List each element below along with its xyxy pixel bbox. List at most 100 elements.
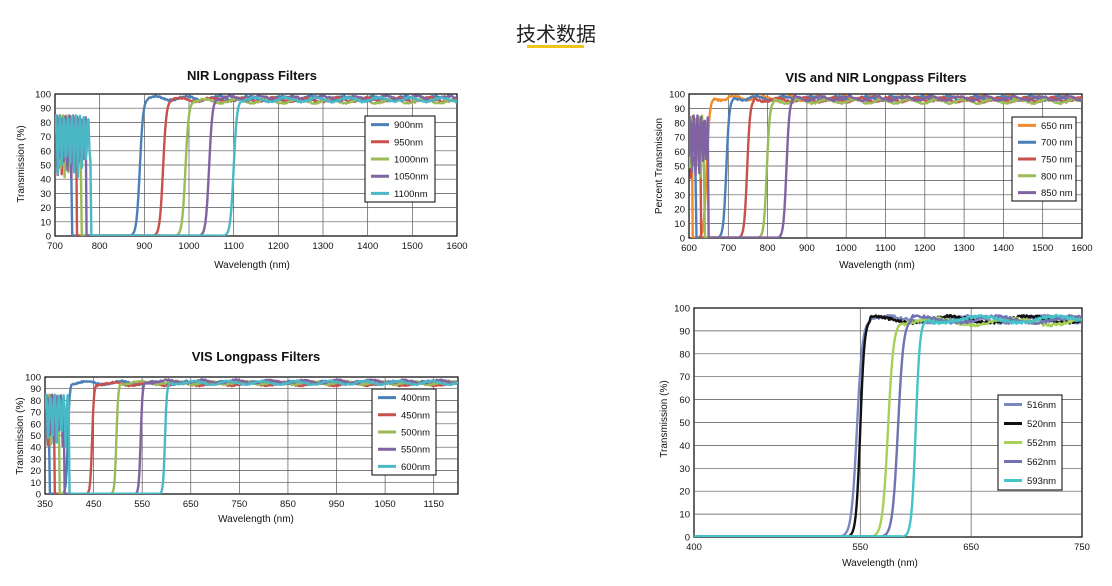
y-tick-label: 0 [680, 234, 685, 245]
y-tick-label: 0 [685, 533, 690, 544]
y-axis-label: Transmission (%) [15, 397, 26, 474]
y-tick-label: 50 [674, 162, 685, 173]
y-tick-label: 60 [674, 147, 685, 158]
y-tick-label: 60 [40, 146, 51, 157]
series-line-593nm [694, 313, 1082, 537]
y-tick-label: 80 [40, 118, 51, 129]
y-tick-label: 0 [46, 232, 51, 243]
x-tick-label: 1200 [268, 241, 289, 252]
legend-label: 516nm [1027, 400, 1056, 411]
y-tick-label: 100 [25, 373, 41, 384]
x-tick-label: 750 [231, 499, 247, 510]
legend-box [1011, 116, 1077, 202]
chart-vis-nir-longpass: 0 10 20 30 40 50 60 70 80 90 100 600 700 800 900 1000 11… [654, 70, 1093, 271]
x-tick-label: 900 [799, 243, 815, 254]
x-tick-label: 1500 [1032, 243, 1053, 254]
y-tick-label: 80 [679, 349, 690, 360]
y-tick-label: 90 [679, 326, 690, 337]
x-tick-label: 1300 [312, 241, 333, 252]
x-tick-label: 1150 [423, 499, 443, 510]
legend-label: 950nm [394, 137, 423, 148]
x-axis-label: Wavelength (nm) [839, 260, 915, 271]
y-tick-label: 20 [40, 203, 51, 214]
y-tick-label: 40 [30, 443, 41, 454]
chart-nir-longpass: 0 10 20 30 40 50 60 70 80 90 100 700 800 900 1000 1100 1… [16, 68, 468, 271]
legend-label: 850 nm [1041, 188, 1073, 199]
y-tick-label: 30 [40, 189, 51, 200]
y-tick-label: 100 [35, 90, 51, 101]
y-tick-label: 70 [30, 408, 41, 419]
y-tick-label: 40 [40, 175, 51, 186]
y-axis-label: Transmission (%) [659, 380, 670, 457]
x-tick-label: 350 [37, 499, 53, 510]
y-tick-label: 100 [674, 304, 690, 315]
y-tick-label: 10 [679, 510, 690, 521]
x-axis-label: Wavelength (nm) [842, 558, 918, 569]
y-axis-label: Transmission (%) [16, 125, 27, 202]
x-tick-label: 1050 [375, 499, 396, 510]
y-tick-label: 20 [679, 487, 690, 498]
y-axis-label: Percent Transmission [654, 118, 665, 214]
x-tick-label: 1400 [993, 243, 1014, 254]
legend-label: 800 nm [1041, 171, 1073, 182]
series-line-1100nm [55, 95, 457, 236]
chart-title: VIS and NIR Longpass Filters [785, 70, 966, 85]
x-tick-label: 800 [760, 243, 776, 254]
x-tick-label: 1300 [954, 243, 975, 254]
y-tick-label: 10 [40, 217, 51, 228]
y-tick-label: 90 [674, 104, 685, 115]
y-tick-label: 50 [30, 431, 41, 442]
legend-label: 562nm [1027, 457, 1056, 468]
x-tick-label: 1200 [914, 243, 935, 254]
y-tick-label: 60 [679, 395, 690, 406]
y-tick-label: 20 [30, 466, 41, 477]
x-tick-label: 1100 [223, 241, 243, 252]
legend-label: 550nm [401, 445, 430, 456]
legend-label: 900nm [394, 120, 423, 131]
chart-title: VIS Longpass Filters [192, 349, 321, 364]
legend-label: 593nm [1027, 476, 1056, 487]
x-tick-label: 550 [852, 542, 868, 553]
x-axis-label: Wavelength (nm) [218, 514, 294, 525]
y-tick-label: 70 [679, 372, 690, 383]
page-title: 技术数据 [516, 22, 596, 46]
y-tick-label: 30 [30, 454, 41, 465]
y-tick-label: 10 [674, 219, 685, 230]
x-tick-label: 450 [86, 499, 102, 510]
legend-label: 650 nm [1041, 121, 1073, 132]
y-tick-label: 30 [679, 464, 690, 475]
x-tick-label: 550 [134, 499, 150, 510]
legend-label: 520nm [1027, 419, 1056, 430]
x-tick-label: 900 [136, 241, 152, 252]
x-tick-label: 700 [720, 243, 736, 254]
x-tick-label: 600 [681, 243, 697, 254]
y-tick-label: 60 [30, 419, 41, 430]
legend-label: 500nm [401, 428, 430, 439]
x-tick-label: 950 [329, 499, 345, 510]
legend-label: 700 nm [1041, 138, 1073, 149]
x-tick-label: 750 [1074, 542, 1090, 553]
legend-label: 552nm [1027, 438, 1056, 449]
x-tick-label: 1100 [875, 243, 895, 254]
legend-label: 1000nm [394, 155, 428, 166]
series-line-600nm [45, 379, 458, 494]
chart-visible-bandpass-transmission: 0 10 20 30 40 50 60 70 80 90 100 400 550 650 750 Wavele… [659, 304, 1090, 570]
title-underline [527, 45, 584, 48]
legend-label: 1100nm [394, 189, 428, 200]
legend-label: 450nm [401, 410, 430, 421]
y-tick-label: 90 [30, 384, 41, 395]
y-tick-label: 20 [674, 205, 685, 216]
y-tick-label: 70 [674, 133, 685, 144]
x-tick-label: 1600 [1071, 243, 1092, 254]
chart-title: NIR Longpass Filters [187, 68, 317, 83]
y-tick-label: 40 [679, 441, 690, 452]
y-tick-label: 0 [36, 490, 41, 501]
x-tick-label: 850 [280, 499, 296, 510]
x-tick-label: 700 [47, 241, 63, 252]
x-tick-label: 1500 [402, 241, 423, 252]
y-tick-label: 10 [30, 478, 41, 489]
y-tick-label: 80 [674, 118, 685, 129]
y-tick-label: 80 [30, 396, 41, 407]
